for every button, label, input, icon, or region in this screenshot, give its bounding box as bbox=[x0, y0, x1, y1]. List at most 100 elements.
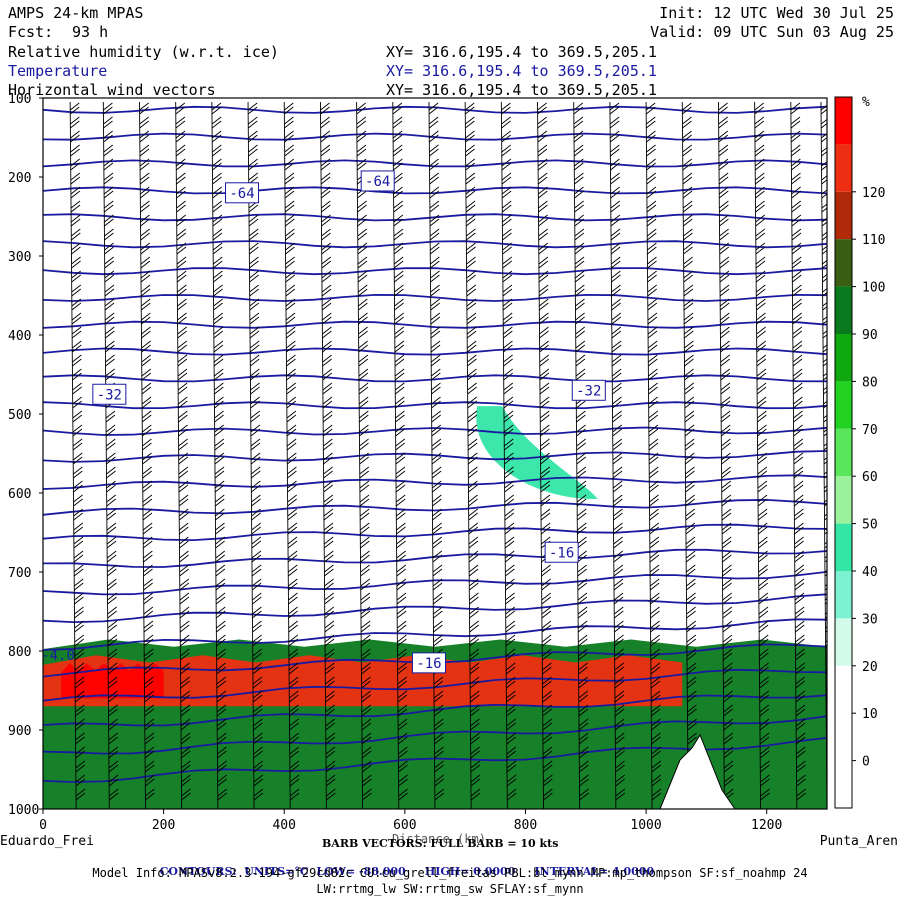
colorbar-label: 20 bbox=[862, 660, 878, 675]
colorbar-label: 90 bbox=[862, 328, 878, 343]
contour-labels: -64 -64 -32 -32 -16 -16 -4.0 bbox=[41, 170, 606, 674]
temperature-line bbox=[43, 618, 827, 651]
left-location: Eduardo_Frei bbox=[0, 834, 94, 849]
colorbar-label: 50 bbox=[862, 518, 878, 533]
wind-barb-column bbox=[537, 101, 553, 809]
init-time: Init: 12 UTC Wed 30 Jul 25 bbox=[659, 4, 894, 22]
field-rh-name: Relative humidity (w.r.t. ice) bbox=[8, 43, 279, 61]
wind-barb-column bbox=[319, 101, 336, 809]
terrain-mask bbox=[659, 733, 736, 810]
colorbar-unit: % bbox=[862, 95, 870, 110]
temperature-line bbox=[43, 715, 827, 755]
contours-label: CONTOURS: bbox=[159, 865, 237, 878]
colorbar-swatch bbox=[835, 286, 852, 334]
x-tick-label: 800 bbox=[514, 818, 537, 833]
rh-layer-3 bbox=[476, 406, 598, 499]
x-tick-label: 400 bbox=[272, 818, 295, 833]
contour-label-box bbox=[411, 652, 446, 674]
field-wind-xy: XY= 316.6,195.4 to 369.5,205.1 bbox=[386, 81, 657, 99]
rh-layer-1 bbox=[43, 655, 683, 707]
colorbar-label: 80 bbox=[862, 375, 878, 390]
contours-low: LOW= -88.000 bbox=[316, 865, 406, 878]
contour-label-box bbox=[225, 182, 260, 204]
y-tick-label: 1000 bbox=[8, 803, 39, 818]
temperature-line bbox=[43, 186, 827, 195]
forecast-hour: 93 h bbox=[72, 23, 109, 41]
field-temp-name: Temperature bbox=[8, 62, 108, 80]
colorbar-swatch bbox=[835, 665, 852, 714]
colorbar-label: 70 bbox=[862, 423, 878, 438]
temperature-line bbox=[43, 694, 827, 727]
y-axis: 100 200 300 400 500 600 700 800 900 1000 bbox=[8, 92, 43, 818]
colorbar-label: 60 bbox=[862, 470, 878, 485]
y-tick-label: 800 bbox=[8, 645, 31, 660]
colorbar-swatch bbox=[835, 713, 852, 761]
colorbar-swatch bbox=[835, 476, 852, 524]
contour-label-box bbox=[571, 379, 606, 401]
temperature-line bbox=[43, 474, 827, 490]
contour-label: -32 bbox=[576, 383, 601, 399]
wind-barb-column bbox=[681, 101, 698, 809]
colorbar-label: 0 bbox=[862, 755, 870, 770]
temperature-line bbox=[43, 213, 827, 222]
wind-barb-column bbox=[211, 101, 228, 809]
wind-barb-column bbox=[573, 101, 589, 809]
temperature-line bbox=[43, 267, 827, 276]
temperature-line bbox=[43, 132, 827, 141]
field-temp-xy: XY= 316.6,195.4 to 369.5,205.1 bbox=[386, 62, 657, 80]
temperature-line bbox=[43, 293, 827, 302]
right-location: Punta_Aren bbox=[819, 834, 898, 849]
wind-barb-column bbox=[428, 101, 445, 809]
colorbar-swatch bbox=[835, 523, 852, 571]
colorbar-swatch bbox=[835, 571, 852, 619]
x-axis-label: Distance (km) bbox=[392, 832, 486, 846]
model-info-physics: LW:rrtmg_lw SW:rrtmg_sw SFLAY:sf_mynn bbox=[316, 882, 584, 896]
wind-barb-column bbox=[717, 101, 734, 809]
colorbar-label: 110 bbox=[862, 233, 885, 248]
contours-units: UNITS=°C bbox=[244, 865, 309, 878]
contour-label-box bbox=[544, 541, 579, 563]
colorbar-frame bbox=[834, 96, 853, 809]
y-tick-label: 200 bbox=[8, 171, 31, 186]
wind-barb-column bbox=[283, 101, 300, 809]
colorbar-label: 40 bbox=[862, 565, 878, 580]
model-info: Model Info: MPASv8.2.3-194-gf29cd82c CU:… bbox=[92, 866, 808, 880]
temperature-line bbox=[43, 571, 827, 596]
contours-high: HIGH= 0.0000 bbox=[424, 865, 516, 878]
y-tick-label: 900 bbox=[8, 724, 31, 739]
temperature-line bbox=[43, 159, 827, 168]
x-tick-label: 200 bbox=[152, 818, 175, 833]
wind-barb-column bbox=[500, 101, 517, 809]
temperature-line bbox=[43, 548, 827, 568]
temperature-line bbox=[43, 523, 827, 542]
colorbar-label: 10 bbox=[862, 707, 878, 722]
wind-barb-column bbox=[645, 101, 662, 809]
humidity-shading bbox=[43, 406, 827, 809]
contour-label-box bbox=[92, 383, 127, 405]
colorbar-label: 30 bbox=[862, 612, 878, 627]
y-tick-label: 600 bbox=[8, 487, 31, 502]
x-tick-label: 1000 bbox=[630, 818, 661, 833]
y-tick-label: 500 bbox=[8, 408, 31, 423]
wind-barb-column bbox=[175, 101, 191, 809]
wind-barb-column bbox=[609, 101, 626, 809]
wind-barb-column bbox=[247, 101, 264, 809]
wind-barb-column bbox=[464, 101, 481, 809]
field-wind-name: Horizontal wind vectors bbox=[8, 81, 216, 99]
temperature-line bbox=[43, 593, 827, 624]
temperature-line bbox=[43, 320, 827, 329]
wind-barb-column bbox=[754, 101, 770, 809]
barb-note: BARB VECTORS: FULL BARB = 10 kts bbox=[322, 837, 559, 850]
temperature-line bbox=[43, 426, 827, 436]
wind-barb-column bbox=[139, 101, 155, 809]
field-rh-xy: XY= 316.6,195.4 to 369.5,205.1 bbox=[386, 43, 657, 61]
colorbar-swatch bbox=[835, 239, 852, 287]
colorbar-swatch bbox=[835, 618, 852, 666]
contours-interval: INTERVAL= 4.0000 bbox=[534, 865, 655, 878]
plot-frame bbox=[42, 97, 828, 810]
wind-barb-column bbox=[392, 101, 408, 809]
colorbar-label: 120 bbox=[862, 186, 885, 201]
temperature-line bbox=[43, 374, 827, 383]
colorbar-swatch bbox=[835, 144, 852, 192]
